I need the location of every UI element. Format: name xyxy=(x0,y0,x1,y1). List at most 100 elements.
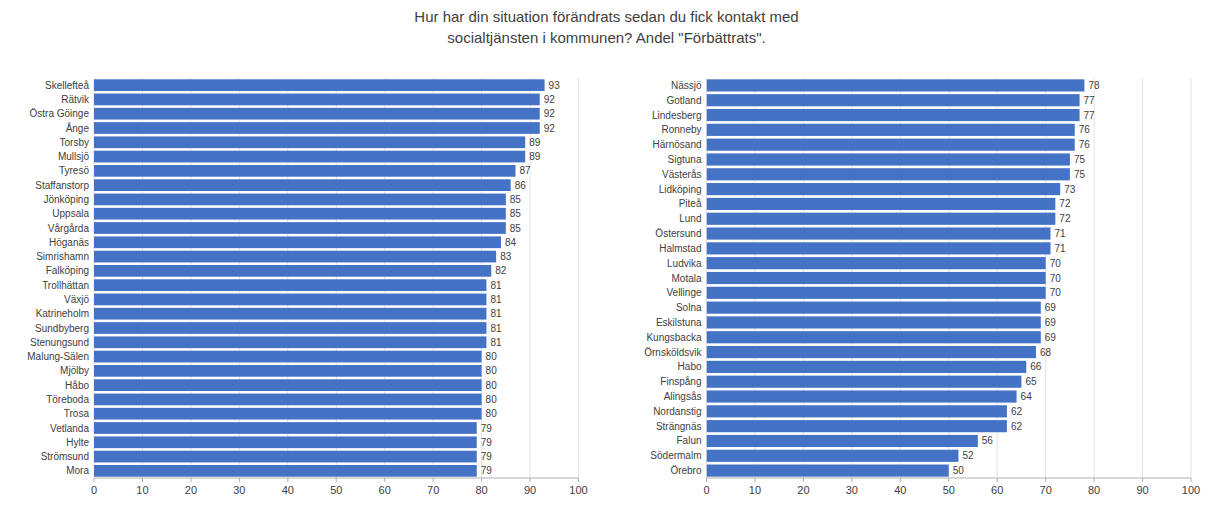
tick-label: 0 xyxy=(703,484,709,496)
data-label: 69 xyxy=(1045,302,1057,313)
data-label: 86 xyxy=(515,180,527,191)
tick-label: 70 xyxy=(427,484,439,496)
data-label: 80 xyxy=(486,380,498,391)
tick-label: 50 xyxy=(330,484,342,496)
tick-label: 60 xyxy=(991,484,1003,496)
tick-mark xyxy=(336,478,337,482)
bars xyxy=(707,79,1085,476)
category-label: Stenungsund xyxy=(30,337,89,348)
tick-mark xyxy=(706,478,707,482)
x-axis: 0102030405060708090100 xyxy=(703,78,1200,496)
tick-label: 80 xyxy=(475,484,487,496)
data-label: 62 xyxy=(1011,421,1023,432)
category-label: Trosa xyxy=(64,408,90,419)
bar xyxy=(94,208,506,220)
category-label: Mjölby xyxy=(60,365,89,376)
title-line: socialtjänsten i kommunen? Andel "Förbät… xyxy=(447,29,765,46)
data-label: 69 xyxy=(1045,332,1057,343)
bar xyxy=(94,422,477,434)
bar xyxy=(94,394,482,406)
bar xyxy=(707,361,1027,373)
axis-line xyxy=(94,478,579,479)
data-label: 76 xyxy=(1079,139,1091,150)
bar xyxy=(94,265,491,277)
bar xyxy=(707,331,1041,343)
tick-mark xyxy=(1094,478,1095,482)
category-label: Lindesberg xyxy=(652,110,701,121)
data-label: 62 xyxy=(1011,406,1023,417)
bar xyxy=(707,183,1061,195)
category-label: Hylte xyxy=(66,437,89,448)
tick-mark xyxy=(803,478,804,482)
data-label: 78 xyxy=(1088,80,1100,91)
grid-line xyxy=(578,78,579,478)
category-label: Strömsund xyxy=(41,451,89,462)
panel: 010203040506070809010078Nässjö77Gotland7… xyxy=(644,78,1200,496)
category-label: Jönköping xyxy=(43,194,89,205)
tick-label: 100 xyxy=(1182,484,1200,496)
category-label: Strängnäs xyxy=(656,421,702,432)
tick-label: 40 xyxy=(282,484,294,496)
category-label: Malung-Sälen xyxy=(27,351,89,362)
tick-label: 30 xyxy=(846,484,858,496)
data-label: 70 xyxy=(1050,287,1062,298)
tick-label: 10 xyxy=(749,484,761,496)
category-label: Halmstad xyxy=(659,243,701,254)
data-label: 89 xyxy=(529,137,541,148)
category-label: Västerås xyxy=(662,169,701,180)
bar xyxy=(707,94,1080,106)
category-label: Vellinge xyxy=(666,287,701,298)
tick-label: 90 xyxy=(1136,484,1148,496)
bar xyxy=(707,376,1022,388)
data-label: 85 xyxy=(510,223,522,234)
data-label: 52 xyxy=(962,450,974,461)
tick-label: 20 xyxy=(797,484,809,496)
bar xyxy=(94,151,525,163)
category-label: Sundbyberg xyxy=(35,323,89,334)
category-label: Sigtuna xyxy=(668,154,702,165)
data-label: 85 xyxy=(510,194,522,205)
data-label: 92 xyxy=(544,108,556,119)
category-label: Örnsköldsvik xyxy=(644,347,702,358)
category-label: Östersund xyxy=(655,228,701,239)
chart: Hur har din situation förändrats sedan d… xyxy=(0,0,1213,513)
data-label: 75 xyxy=(1074,169,1086,180)
bar xyxy=(94,122,540,134)
category-label: Håbo xyxy=(65,380,89,391)
data-label: 77 xyxy=(1084,95,1096,106)
bar xyxy=(707,213,1056,225)
category-label: Alingsås xyxy=(664,391,702,402)
category-label: Rätvik xyxy=(61,94,90,105)
data-label: 72 xyxy=(1059,213,1071,224)
tick-mark xyxy=(190,478,191,482)
tick-label: 40 xyxy=(894,484,906,496)
tick-mark xyxy=(900,478,901,482)
data-label: 93 xyxy=(549,80,561,91)
tick-mark xyxy=(94,478,95,482)
bar xyxy=(707,109,1080,121)
bar xyxy=(94,451,477,463)
data-label: 77 xyxy=(1084,110,1096,121)
bars xyxy=(94,79,545,476)
tick-mark xyxy=(481,478,482,482)
category-label: Tyresö xyxy=(59,165,89,176)
category-label: Ronneby xyxy=(661,124,701,135)
category-label: Simrishamn xyxy=(36,251,89,262)
page: {"chart_data": [ {"type": "bar", "orient… xyxy=(0,0,1213,513)
data-label: 71 xyxy=(1054,228,1066,239)
data-label: 80 xyxy=(486,394,498,405)
category-label: Falköping xyxy=(46,265,89,276)
data-label: 80 xyxy=(486,351,498,362)
category-label: Ludvika xyxy=(667,258,702,269)
category-label: Lund xyxy=(679,213,701,224)
tick-label: 20 xyxy=(185,484,197,496)
data-label: 71 xyxy=(1054,243,1066,254)
labels: 93Skellefteå92Rätvik92Östra Göinge92Ånge… xyxy=(27,80,560,477)
bar xyxy=(94,351,482,363)
category-label: Torsby xyxy=(60,137,89,148)
data-label: 76 xyxy=(1079,124,1091,135)
bar xyxy=(94,236,501,248)
tick-label: 10 xyxy=(136,484,148,496)
bar xyxy=(707,346,1036,358)
tick-mark xyxy=(997,478,998,482)
